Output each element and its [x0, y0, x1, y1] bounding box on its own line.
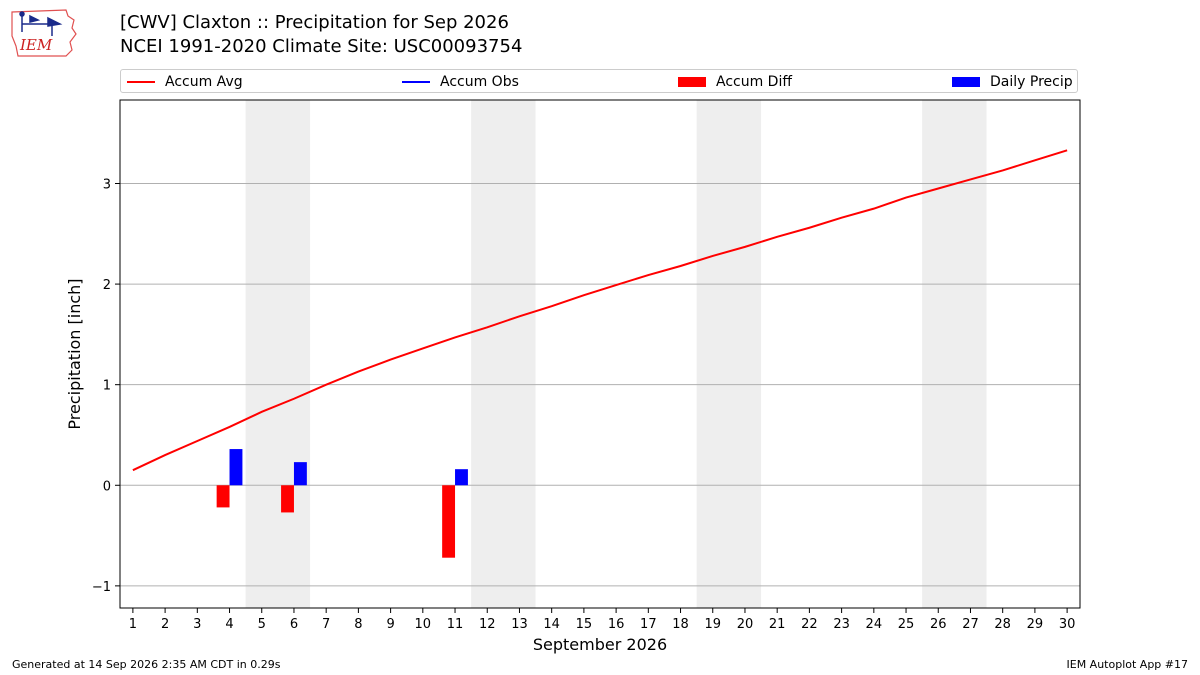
- y-axis-ticks: −1 0 1 2 3: [92, 177, 120, 595]
- x-tick-label: 24: [866, 617, 883, 632]
- footer-app-id: IEM Autoplot App #17: [1066, 658, 1189, 671]
- legend-label-accum-avg: Accum Avg: [165, 74, 243, 90]
- x-tick-label: 26: [930, 617, 947, 632]
- x-tick-label: 10: [415, 617, 432, 632]
- x-tick-label: 8: [354, 617, 362, 632]
- accum-diff-bar: [216, 485, 230, 508]
- y-tick-label: −1: [92, 580, 111, 595]
- x-tick-label: 13: [511, 617, 528, 632]
- iem-logo: IEM: [11, 9, 77, 57]
- footer-generated-at: Generated at 14 Sep 2026 2:35 AM CDT in …: [12, 658, 281, 671]
- daily-precip-bar: [455, 469, 468, 486]
- y-tick-label: 2: [103, 278, 111, 293]
- y-tick-label: 1: [103, 379, 111, 394]
- accum-diff-bar: [281, 485, 294, 513]
- x-tick-label: 25: [898, 617, 915, 632]
- bar-series: [216, 449, 468, 558]
- legend: Accum Avg Accum Obs Accum Diff Daily Pre…: [120, 69, 1078, 93]
- legend-swatch-accum-obs: [402, 81, 430, 83]
- logo-text: IEM: [19, 36, 53, 54]
- x-tick-label: 11: [447, 617, 464, 632]
- legend-swatch-accum-avg: [127, 81, 155, 83]
- x-tick-label: 9: [386, 617, 394, 632]
- legend-label-accum-diff: Accum Diff: [716, 74, 793, 90]
- legend-item-accum-avg: Accum Avg: [127, 73, 243, 91]
- x-tick-label: 21: [769, 617, 786, 632]
- y-axis-label: Precipitation [inch]: [65, 278, 84, 429]
- line-series: [132, 149, 1068, 472]
- y-gridlines: [120, 182, 1080, 587]
- legend-item-accum-diff: Accum Diff: [678, 73, 792, 91]
- legend-label-daily-precip: Daily Precip: [990, 74, 1073, 90]
- x-tick-label: 7: [322, 617, 330, 632]
- x-tick-label: 30: [1059, 617, 1076, 632]
- y-tick-label: 3: [103, 177, 111, 192]
- legend-swatch-daily-precip: [952, 77, 980, 87]
- x-tick-label: 18: [672, 617, 689, 632]
- x-tick-label: 19: [704, 617, 721, 632]
- daily-precip-bar: [293, 462, 307, 486]
- y-tick-label: 0: [103, 479, 111, 494]
- accum-avg-line: [132, 149, 1068, 472]
- x-axis-label: September 2026: [533, 635, 667, 654]
- plot-frame: [119, 99, 1081, 609]
- x-tick-label: 27: [962, 617, 979, 632]
- legend-item-accum-obs: Accum Obs: [402, 73, 519, 91]
- x-tick-label: 14: [543, 617, 560, 632]
- chart-title: [CWV] Claxton :: Precipitation for Sep 2…: [120, 12, 509, 33]
- x-tick-label: 6: [290, 617, 298, 632]
- x-tick-label: 4: [225, 617, 233, 632]
- weekend-shade-band: [696, 100, 762, 608]
- weather-station-icon: [19, 11, 63, 36]
- weekend-shading: [245, 100, 987, 608]
- weekend-shade-band: [471, 100, 536, 608]
- x-tick-label: 17: [640, 617, 657, 632]
- accum-diff-bar: [442, 485, 456, 558]
- x-tick-label: 23: [833, 617, 850, 632]
- x-tick-label: 1: [129, 617, 137, 632]
- chart-subtitle: NCEI 1991-2020 Climate Site: USC00093754: [120, 36, 523, 57]
- x-tick-label: 16: [608, 617, 625, 632]
- legend-item-daily-precip: Daily Precip: [952, 73, 1073, 91]
- legend-label-accum-obs: Accum Obs: [440, 74, 519, 90]
- x-tick-label: 5: [258, 617, 266, 632]
- x-axis-ticks: 1 2 3 4 5 6 7 8 9 10 11 12 13 14 15 16 17 18 19 20 21 22 23 24 2…: [129, 608, 1076, 632]
- x-tick-label: 28: [994, 617, 1011, 632]
- x-tick-label: 12: [479, 617, 496, 632]
- weekend-shade-band: [922, 100, 987, 608]
- daily-precip-bar: [229, 449, 243, 486]
- x-tick-label: 15: [576, 617, 593, 632]
- x-tick-label: 3: [193, 617, 201, 632]
- x-tick-label: 29: [1027, 617, 1044, 632]
- x-tick-label: 20: [737, 617, 754, 632]
- legend-swatch-accum-diff: [678, 77, 706, 87]
- x-tick-label: 2: [161, 617, 169, 632]
- weekend-shade-band: [245, 100, 311, 608]
- x-tick-label: 22: [801, 617, 818, 632]
